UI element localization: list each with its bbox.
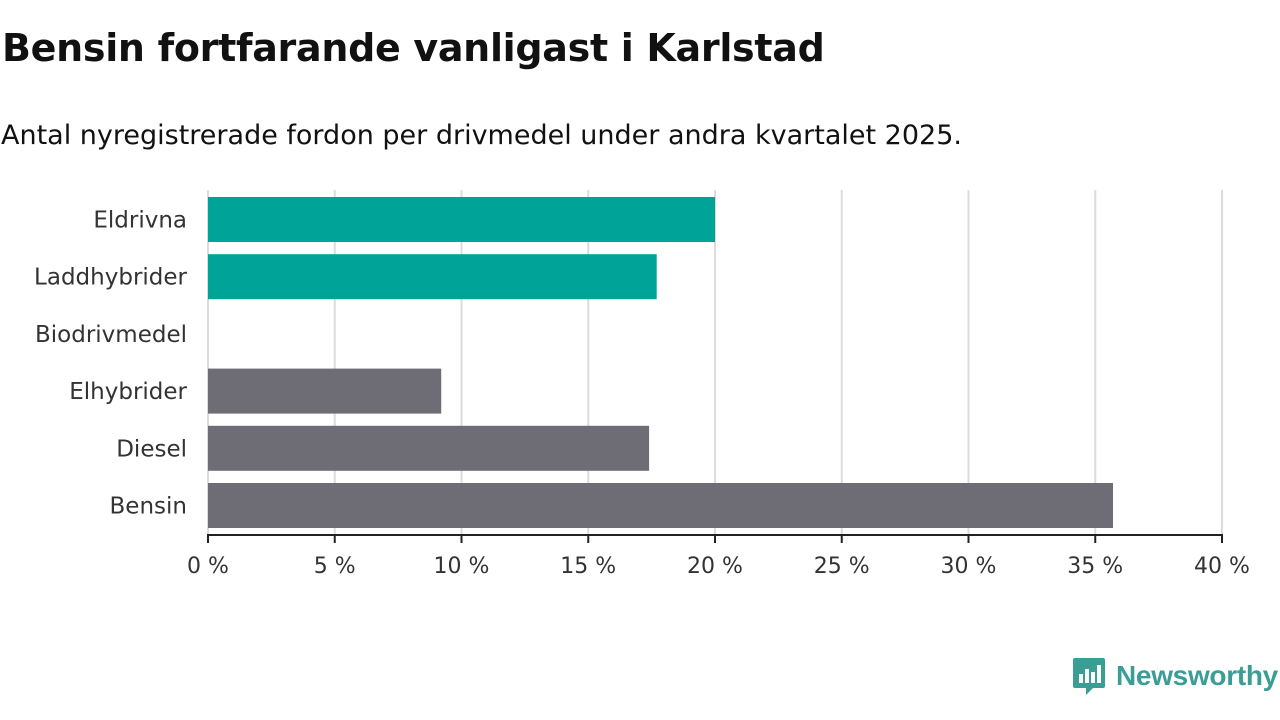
category-label-eldrivna: Eldrivna (93, 208, 187, 234)
chart-title: Bensin fortfarande vanligast i Karlstad (2, 26, 825, 70)
x-tick-label-7: 35 % (1067, 554, 1123, 579)
x-tick-label-4: 20 % (687, 554, 743, 579)
brand-name: Newsworthy (1116, 660, 1278, 691)
category-label-elhybrider: Elhybrider (69, 379, 187, 405)
bar-bensin (208, 483, 1113, 528)
gridlines (207, 190, 1223, 535)
bar-eldrivna (208, 197, 715, 242)
x-axis (207, 534, 1223, 543)
x-tick-label-0: 0 % (187, 554, 229, 579)
category-label-laddhybrider: Laddhybrider (34, 265, 187, 291)
x-tick-label-8: 40 % (1194, 554, 1250, 579)
category-label-diesel: Diesel (116, 436, 187, 462)
bars (208, 197, 1113, 528)
tick-labels: 0 % 5 % 10 % 15 % 20 % 25 % 30 % 35 % 40 % (187, 554, 1250, 579)
bar-laddhybrider (208, 254, 657, 300)
x-tick-label-5: 25 % (814, 554, 870, 579)
x-tick-label-2: 10 % (434, 554, 490, 579)
bar-diesel (208, 425, 650, 471)
category-label-biodrivmedel: Biodrivmedel (35, 322, 187, 348)
category-labels: Eldrivna Laddhybrider Biodrivmedel Elhybrid… (34, 208, 187, 520)
newsworthy-logo-icon (1073, 658, 1105, 695)
x-tick-label-6: 30 % (941, 554, 997, 579)
chart-subtitle: Antal nyregistrerade fordon per drivmede… (1, 120, 962, 151)
x-tick-label-3: 15 % (560, 554, 616, 579)
x-tick-label-1: 5 % (314, 554, 356, 579)
bar-elhybrider (208, 368, 442, 414)
category-label-bensin: Bensin (110, 494, 187, 520)
newsworthy-brand: Newsworthy (1072, 656, 1278, 696)
